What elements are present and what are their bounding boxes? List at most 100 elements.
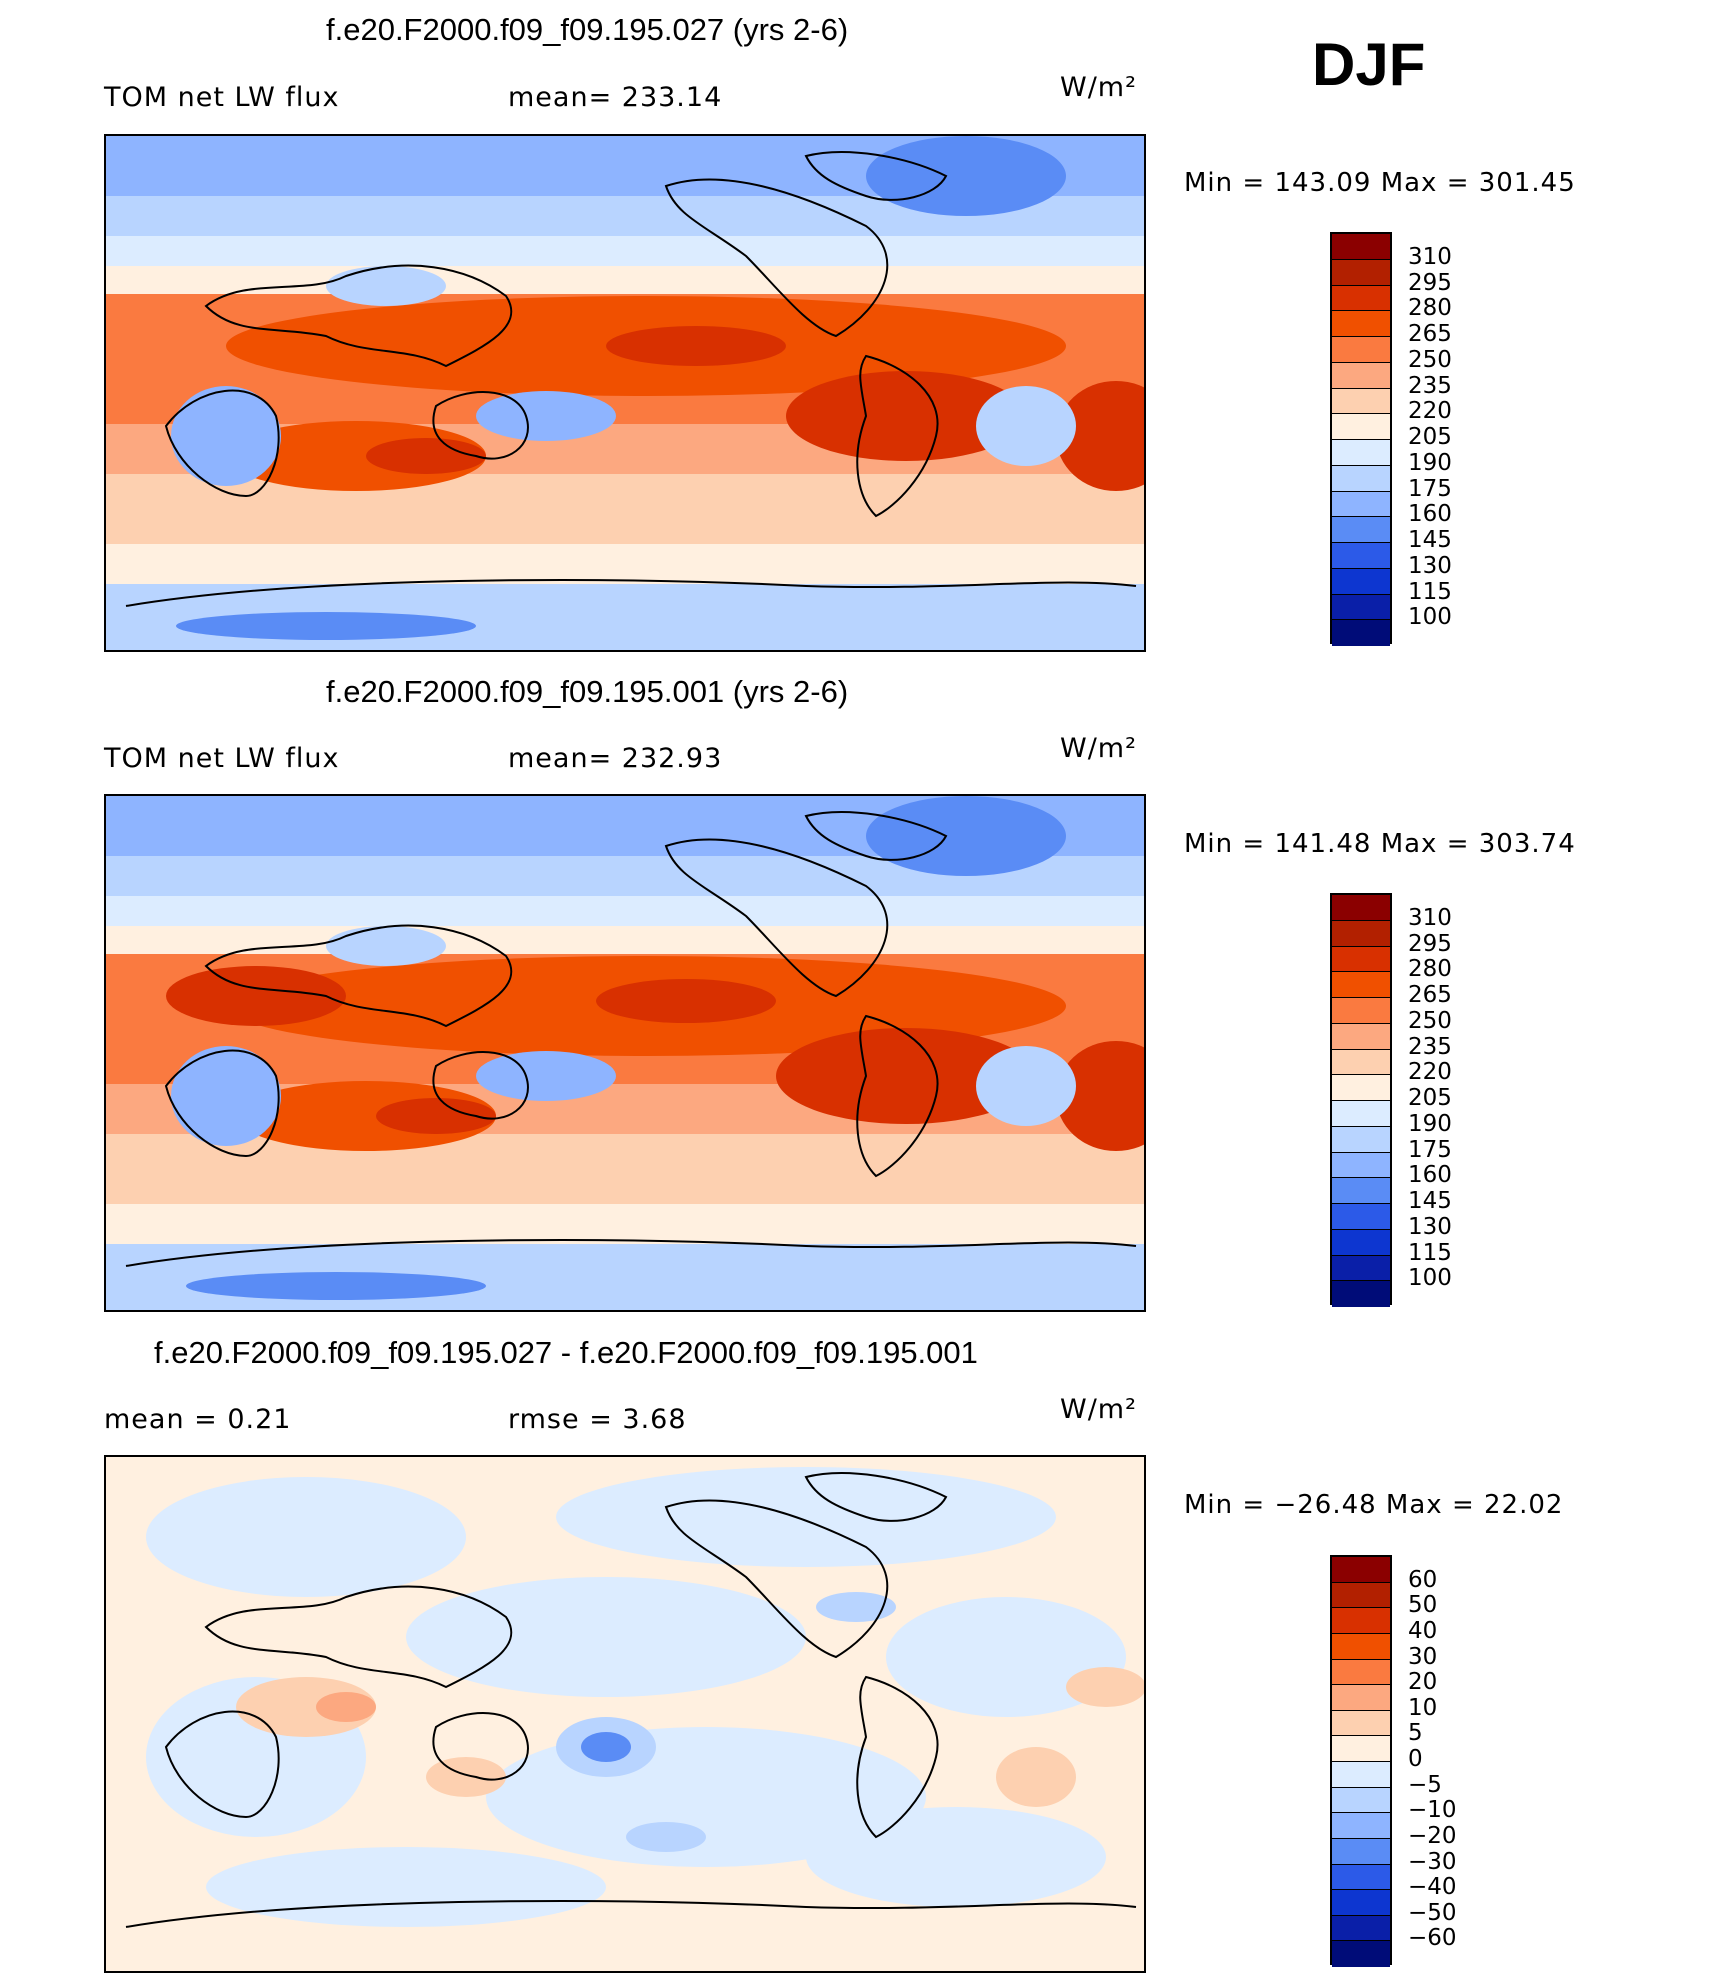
colorbar-swatch bbox=[1332, 1178, 1390, 1204]
colorbar-tick-label: 265 bbox=[1408, 982, 1452, 1008]
colorbar-tick-label: 220 bbox=[1408, 398, 1452, 425]
colorbar-tick-label: 20 bbox=[1408, 1669, 1438, 1696]
colorbar-tick-label: 50 bbox=[1408, 1592, 1438, 1619]
colorbar-swatch bbox=[1332, 1633, 1390, 1660]
panel-1-mean-label: mean= 233.14 bbox=[508, 82, 723, 113]
colorbar-tick-label: 100 bbox=[1408, 1265, 1452, 1292]
colorbar-tick-label: 205 bbox=[1408, 1085, 1452, 1111]
colorbar-swatch bbox=[1332, 1204, 1390, 1230]
colorbar-swatch bbox=[1332, 1229, 1390, 1256]
colorbar-swatch bbox=[1332, 285, 1390, 312]
panel-2-mean-label: mean= 232.93 bbox=[508, 743, 723, 774]
colorbar-tick-label: 145 bbox=[1408, 1188, 1452, 1214]
colorbar-swatch bbox=[1332, 594, 1390, 621]
colorbar-swatch bbox=[1332, 1281, 1390, 1307]
colorbar-swatch bbox=[1332, 1101, 1390, 1127]
colorbar-swatch bbox=[1332, 259, 1390, 286]
colorbar-swatch bbox=[1332, 1659, 1390, 1686]
colorbar-tick-label: 100 bbox=[1408, 604, 1452, 631]
colorbar-tick-label: 60 bbox=[1408, 1566, 1438, 1593]
colorbar-swatch bbox=[1332, 543, 1390, 569]
panel-1-title: f.e20.F2000.f09_f09.195.027 (yrs 2-6) bbox=[326, 12, 849, 47]
colorbar-tick-label: 280 bbox=[1408, 295, 1452, 322]
colorbar-swatch bbox=[1332, 414, 1390, 440]
panel-3-rmse-label: rmse = 3.68 bbox=[508, 1404, 687, 1435]
season-label: DJF bbox=[1312, 31, 1426, 98]
colorbar-tick-label: 130 bbox=[1408, 552, 1452, 579]
colorbar-swatch bbox=[1332, 1255, 1390, 1282]
panel-1-minmax: Min = 143.09 Max = 301.45 bbox=[1184, 168, 1576, 198]
colorbar-swatch bbox=[1332, 920, 1390, 947]
panel-2-map bbox=[104, 794, 1146, 1312]
colorbar-tick-label: 205 bbox=[1408, 424, 1452, 450]
colorbar-tick-label: 250 bbox=[1408, 1007, 1452, 1034]
colorbar-swatch bbox=[1332, 1762, 1390, 1788]
panel-1-map bbox=[104, 134, 1146, 652]
colorbar-tick-label: 145 bbox=[1408, 527, 1452, 553]
colorbar-swatch bbox=[1332, 465, 1390, 492]
colorbar-tick-label: 310 bbox=[1408, 243, 1452, 270]
colorbar-tick-label: 30 bbox=[1408, 1643, 1438, 1670]
panel-2-colorbar bbox=[1330, 893, 1392, 1307]
colorbar-swatch bbox=[1332, 972, 1390, 998]
colorbar-tick-label: −60 bbox=[1408, 1925, 1457, 1952]
colorbar-swatch bbox=[1332, 1710, 1390, 1737]
colorbar-swatch bbox=[1332, 1126, 1390, 1153]
colorbar-tick-label: 190 bbox=[1408, 449, 1452, 476]
colorbar-tick-label: 280 bbox=[1408, 956, 1452, 983]
colorbar-swatch bbox=[1332, 234, 1390, 260]
colorbar-swatch bbox=[1332, 1864, 1390, 1891]
colorbar-tick-label: 220 bbox=[1408, 1059, 1452, 1086]
colorbar-tick-label: 40 bbox=[1408, 1617, 1438, 1644]
panel-3-units: W/m² bbox=[1060, 1394, 1137, 1425]
colorbar-tick-label: 250 bbox=[1408, 346, 1452, 373]
panel-2-variable-label: TOM net LW flux bbox=[104, 743, 340, 774]
panel-3-title: f.e20.F2000.f09_f09.195.027 - f.e20.F200… bbox=[154, 1335, 978, 1370]
colorbar-swatch bbox=[1332, 517, 1390, 543]
colorbar-tick-label: 235 bbox=[1408, 372, 1452, 399]
colorbar-swatch bbox=[1332, 337, 1390, 363]
colorbar-tick-label: 0 bbox=[1408, 1746, 1423, 1772]
colorbar-swatch bbox=[1332, 440, 1390, 466]
colorbar-swatch bbox=[1332, 895, 1390, 921]
panel-2-title: f.e20.F2000.f09_f09.195.001 (yrs 2-6) bbox=[326, 674, 849, 709]
colorbar-swatch bbox=[1332, 1890, 1390, 1916]
colorbar-swatch bbox=[1332, 1582, 1390, 1609]
colorbar-swatch bbox=[1332, 568, 1390, 595]
colorbar-swatch bbox=[1332, 1838, 1390, 1865]
colorbar-swatch bbox=[1332, 620, 1390, 646]
panel-1-units: W/m² bbox=[1060, 72, 1137, 103]
colorbar-swatch bbox=[1332, 1685, 1390, 1711]
colorbar-tick-label: 190 bbox=[1408, 1110, 1452, 1137]
colorbar-tick-label: −10 bbox=[1408, 1797, 1457, 1824]
panel-2-minmax: Min = 141.48 Max = 303.74 bbox=[1184, 829, 1576, 859]
colorbar-tick-label: 115 bbox=[1408, 578, 1452, 605]
panel-3-mean-label: mean = 0.21 bbox=[104, 1404, 292, 1435]
colorbar-swatch bbox=[1332, 1608, 1390, 1634]
colorbar-swatch bbox=[1332, 491, 1390, 518]
colorbar-swatch bbox=[1332, 1941, 1390, 1967]
colorbar-swatch bbox=[1332, 388, 1390, 415]
colorbar-swatch bbox=[1332, 1023, 1390, 1050]
panel-3-map bbox=[104, 1455, 1146, 1973]
colorbar-tick-label: 130 bbox=[1408, 1213, 1452, 1240]
colorbar-swatch bbox=[1332, 311, 1390, 337]
colorbar-swatch bbox=[1332, 998, 1390, 1024]
colorbar-tick-label: 115 bbox=[1408, 1239, 1452, 1266]
colorbar-tick-label: −20 bbox=[1408, 1822, 1457, 1849]
colorbar-tick-label: 160 bbox=[1408, 1162, 1452, 1189]
colorbar-swatch bbox=[1332, 946, 1390, 973]
colorbar-tick-label: 160 bbox=[1408, 501, 1452, 528]
colorbar-swatch bbox=[1332, 1736, 1390, 1762]
colorbar-tick-label: 295 bbox=[1408, 930, 1452, 957]
colorbar-tick-label: 235 bbox=[1408, 1033, 1452, 1060]
colorbar-tick-label: 5 bbox=[1408, 1720, 1423, 1747]
colorbar-tick-label: −50 bbox=[1408, 1899, 1457, 1926]
colorbar-tick-label: −40 bbox=[1408, 1874, 1457, 1901]
panel-3-minmax: Min = −26.48 Max = 22.02 bbox=[1184, 1490, 1564, 1520]
colorbar-tick-label: −30 bbox=[1408, 1848, 1457, 1875]
colorbar-tick-label: 175 bbox=[1408, 1136, 1452, 1163]
panel-1-colorbar bbox=[1330, 232, 1392, 646]
panel-2-units: W/m² bbox=[1060, 733, 1137, 764]
colorbar-tick-label: 310 bbox=[1408, 904, 1452, 931]
